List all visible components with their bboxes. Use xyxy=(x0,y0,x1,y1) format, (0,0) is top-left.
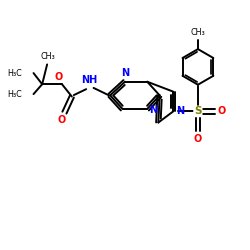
Text: CH₃: CH₃ xyxy=(41,52,56,62)
Text: H₃C: H₃C xyxy=(8,68,22,78)
Text: CH₃: CH₃ xyxy=(190,28,205,37)
Text: S: S xyxy=(194,106,202,117)
Text: N: N xyxy=(149,105,157,115)
Text: NH: NH xyxy=(81,75,97,85)
Text: H₃C: H₃C xyxy=(8,90,22,98)
Text: O: O xyxy=(217,106,226,117)
Text: O: O xyxy=(194,134,202,144)
Text: N: N xyxy=(121,68,129,78)
Text: N: N xyxy=(176,106,184,117)
Text: O: O xyxy=(58,115,66,125)
Text: O: O xyxy=(54,72,62,82)
